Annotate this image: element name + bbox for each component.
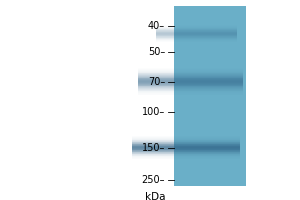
Bar [156,30,237,31]
Bar [138,69,243,70]
Bar [132,143,240,144]
Text: kDa: kDa [145,192,165,200]
Text: 250–: 250– [142,175,165,185]
Bar [174,6,246,186]
Bar [132,146,240,147]
Bar [156,29,237,30]
Bar [138,74,243,75]
Bar [138,86,243,87]
Bar [138,68,243,69]
Bar [132,149,240,150]
Bar [132,153,240,154]
Bar [138,73,243,74]
Bar [156,25,237,26]
Bar [156,39,237,40]
Bar [138,94,243,95]
Bar [156,35,237,36]
Bar [156,38,237,39]
Bar [138,90,243,91]
Bar [138,70,243,71]
Bar [138,75,243,76]
Text: 50–: 50– [148,47,165,57]
Bar [138,79,243,80]
Bar [132,157,240,158]
Bar [138,92,243,93]
Bar [138,77,243,78]
Bar [138,80,243,81]
Bar [156,37,237,38]
Bar [156,36,237,37]
Bar [138,76,243,77]
Bar [156,41,237,42]
Bar [138,85,243,86]
Bar [132,145,240,146]
Bar [132,142,240,143]
Text: 70–: 70– [148,77,165,87]
Bar [156,40,237,41]
Bar [138,83,243,84]
Bar [156,31,237,32]
Bar [132,144,240,145]
Bar [156,26,237,27]
Bar [132,152,240,153]
Bar [138,72,243,73]
Bar [138,91,243,92]
Bar [132,139,240,140]
Bar [132,156,240,157]
Bar [132,141,240,142]
Bar [132,155,240,156]
Bar [138,89,243,90]
Bar [138,82,243,83]
Text: 40–: 40– [148,21,165,31]
Bar [132,151,240,152]
Bar [138,71,243,72]
Bar [138,78,243,79]
Bar [156,34,237,35]
Bar [138,87,243,88]
Bar [156,27,237,28]
Bar [132,137,240,138]
Bar [132,136,240,137]
Bar [138,93,243,94]
Bar [138,81,243,82]
Text: 150–: 150– [142,143,165,153]
Bar [132,147,240,148]
Bar [156,28,237,29]
Bar [156,33,237,34]
Bar [156,32,237,33]
Bar [132,154,240,155]
Bar [132,150,240,151]
Bar [132,158,240,159]
Bar [132,140,240,141]
Bar [132,148,240,149]
Bar [138,88,243,89]
Text: 100–: 100– [142,107,165,117]
Bar [132,138,240,139]
Bar [138,84,243,85]
